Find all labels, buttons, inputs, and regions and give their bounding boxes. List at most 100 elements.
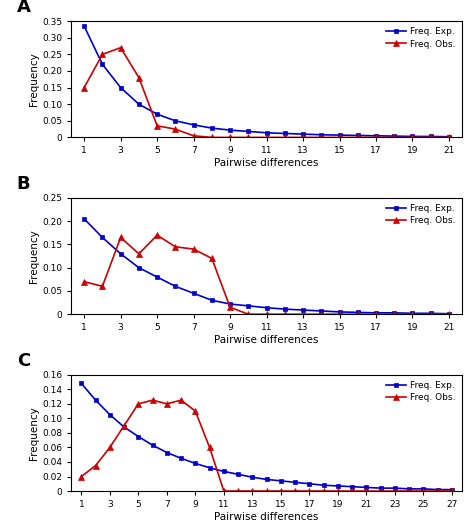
- Freq. Exp.: [446, 134, 452, 140]
- Freq. Obs.: [282, 134, 288, 140]
- Freq. Obs.: [363, 488, 369, 494]
- Freq. Obs.: [154, 122, 160, 129]
- Legend: Freq. Exp., Freq. Obs.: Freq. Exp., Freq. Obs.: [384, 202, 457, 227]
- Freq. Exp.: [264, 129, 269, 136]
- Freq. Exp.: [377, 485, 383, 491]
- Freq. Obs.: [377, 488, 383, 494]
- Freq. Obs.: [209, 134, 215, 140]
- Freq. Exp.: [300, 307, 306, 313]
- Freq. Obs.: [221, 488, 227, 494]
- Freq. Exp.: [428, 133, 434, 139]
- Freq. Exp.: [264, 305, 269, 311]
- Y-axis label: Frequency: Frequency: [30, 52, 40, 106]
- Freq. Obs.: [300, 311, 306, 317]
- Freq. Exp.: [449, 486, 455, 493]
- Freq. Exp.: [318, 131, 324, 138]
- Freq. Obs.: [355, 311, 361, 317]
- Freq. Exp.: [246, 303, 251, 309]
- Freq. Obs.: [81, 278, 87, 285]
- Freq. Exp.: [321, 482, 327, 488]
- Freq. Obs.: [321, 488, 327, 494]
- Freq. Exp.: [278, 478, 284, 484]
- Line: Freq. Exp.: Freq. Exp.: [82, 216, 451, 316]
- Freq. Obs.: [355, 134, 361, 140]
- Freq. Exp.: [300, 131, 306, 137]
- Freq. Obs.: [406, 488, 412, 494]
- Freq. Exp.: [209, 297, 215, 304]
- Freq. Exp.: [337, 309, 342, 315]
- Freq. Obs.: [93, 463, 99, 469]
- Freq. Obs.: [318, 311, 324, 317]
- Freq. Exp.: [337, 132, 342, 138]
- Legend: Freq. Exp., Freq. Obs.: Freq. Exp., Freq. Obs.: [384, 26, 457, 50]
- Freq. Obs.: [164, 401, 170, 407]
- Freq. Exp.: [221, 468, 227, 475]
- Freq. Obs.: [191, 246, 197, 252]
- Freq. Exp.: [391, 310, 397, 316]
- Line: Freq. Obs.: Freq. Obs.: [81, 232, 452, 317]
- Freq. Obs.: [318, 134, 324, 140]
- Freq. Obs.: [99, 283, 105, 289]
- Freq. Exp.: [307, 480, 312, 487]
- X-axis label: Pairwise differences: Pairwise differences: [214, 512, 319, 522]
- Freq. Exp.: [428, 310, 434, 316]
- Freq. Exp.: [150, 442, 156, 448]
- Freq. Exp.: [81, 216, 87, 222]
- Freq. Exp.: [227, 127, 233, 133]
- Freq. Obs.: [264, 311, 269, 317]
- Freq. Obs.: [391, 311, 397, 317]
- Freq. Exp.: [118, 251, 123, 257]
- Freq. Obs.: [446, 134, 452, 140]
- Freq. Exp.: [235, 471, 241, 477]
- Freq. Obs.: [121, 422, 127, 429]
- Freq. Obs.: [99, 51, 105, 58]
- Freq. Exp.: [391, 133, 397, 139]
- Text: A: A: [17, 0, 30, 16]
- Freq. Exp.: [246, 128, 251, 135]
- Freq. Obs.: [391, 134, 397, 140]
- Freq. Obs.: [278, 488, 284, 494]
- Freq. Obs.: [246, 134, 251, 140]
- Freq. Obs.: [235, 488, 241, 494]
- Freq. Obs.: [446, 311, 452, 317]
- Freq. Exp.: [118, 84, 123, 91]
- Freq. Obs.: [435, 488, 440, 494]
- Freq. Obs.: [420, 488, 426, 494]
- Line: Freq. Exp.: Freq. Exp.: [82, 24, 451, 139]
- Freq. Exp.: [363, 484, 369, 491]
- Freq. Exp.: [172, 118, 178, 124]
- Freq. Obs.: [249, 488, 255, 494]
- Line: Freq. Obs.: Freq. Obs.: [81, 45, 452, 140]
- Freq. Exp.: [99, 61, 105, 68]
- Text: C: C: [17, 352, 30, 370]
- Legend: Freq. Exp., Freq. Obs.: Freq. Exp., Freq. Obs.: [384, 379, 457, 404]
- Freq. Exp.: [192, 460, 198, 467]
- Freq. Exp.: [318, 308, 324, 314]
- Freq. Exp.: [93, 397, 99, 403]
- Freq. Obs.: [136, 74, 142, 81]
- Freq. Exp.: [355, 309, 361, 316]
- Freq. Obs.: [449, 488, 455, 494]
- Freq. Obs.: [192, 408, 198, 414]
- Freq. Obs.: [349, 488, 355, 494]
- X-axis label: Pairwise differences: Pairwise differences: [214, 335, 319, 345]
- Freq. Obs.: [154, 232, 160, 238]
- Freq. Obs.: [118, 44, 123, 51]
- Freq. Obs.: [107, 444, 113, 450]
- Freq. Exp.: [410, 133, 416, 139]
- Freq. Obs.: [307, 488, 312, 494]
- Freq. Exp.: [136, 433, 141, 440]
- Freq. Obs.: [227, 304, 233, 310]
- Freq. Exp.: [355, 133, 361, 139]
- Freq. Exp.: [121, 424, 127, 430]
- Freq. Obs.: [246, 311, 251, 317]
- Freq. Obs.: [337, 311, 342, 317]
- Freq. Exp.: [282, 130, 288, 137]
- Freq. Exp.: [154, 274, 160, 280]
- Freq. Exp.: [178, 455, 184, 461]
- Freq. Obs.: [373, 134, 379, 140]
- Freq. Obs.: [118, 234, 123, 241]
- Y-axis label: Frequency: Frequency: [30, 229, 40, 283]
- Freq. Obs.: [373, 311, 379, 317]
- Freq. Exp.: [410, 310, 416, 316]
